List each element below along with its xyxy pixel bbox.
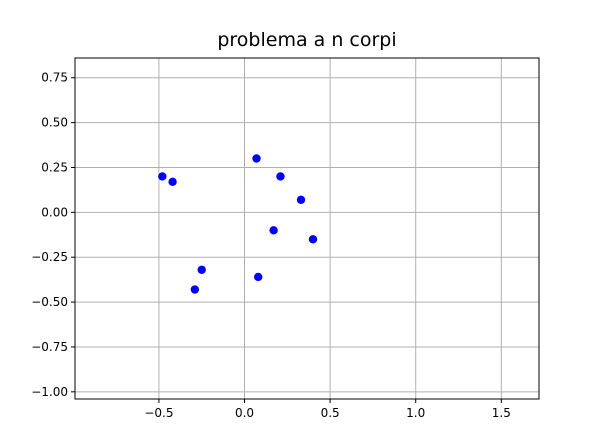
y-tick-label: −0.75 bbox=[31, 340, 68, 354]
data-point bbox=[276, 172, 285, 181]
y-tick-label: 0.25 bbox=[41, 160, 68, 174]
y-tick-label: 0.50 bbox=[41, 116, 68, 130]
data-point bbox=[168, 177, 177, 187]
x-axis-ticks: −0.5 0.0 0.5 1.0 1.5 bbox=[144, 399, 511, 420]
data-point bbox=[308, 235, 318, 244]
plot-frame bbox=[74, 57, 540, 400]
x-tick-label: 1.0 bbox=[406, 406, 425, 420]
x-tick-label: 0.5 bbox=[321, 406, 340, 420]
y-tick-label: 0.75 bbox=[41, 71, 68, 85]
data-point bbox=[158, 172, 167, 181]
y-tick-label: −0.50 bbox=[31, 295, 68, 309]
y-axis-ticks: 0.75 0.50 0.25 0.00 −0.25 −0.50 −0.75 −1.00 bbox=[31, 71, 75, 399]
data-point bbox=[252, 154, 261, 163]
data-point bbox=[269, 226, 278, 235]
data-point bbox=[254, 272, 263, 282]
x-tick-label: 1.5 bbox=[492, 406, 511, 420]
x-tick-label: 0.0 bbox=[235, 406, 254, 420]
data-points bbox=[158, 154, 318, 294]
y-tick-label: −1.00 bbox=[31, 385, 68, 399]
y-tick-label: −0.25 bbox=[31, 250, 68, 264]
chart-title: problema a n corpi bbox=[217, 29, 396, 51]
grid bbox=[75, 58, 539, 399]
x-tick-label: −0.5 bbox=[144, 406, 173, 420]
data-point bbox=[197, 265, 206, 274]
data-point bbox=[190, 285, 200, 294]
data-point bbox=[296, 195, 306, 204]
y-tick-label: 0.00 bbox=[41, 205, 68, 219]
